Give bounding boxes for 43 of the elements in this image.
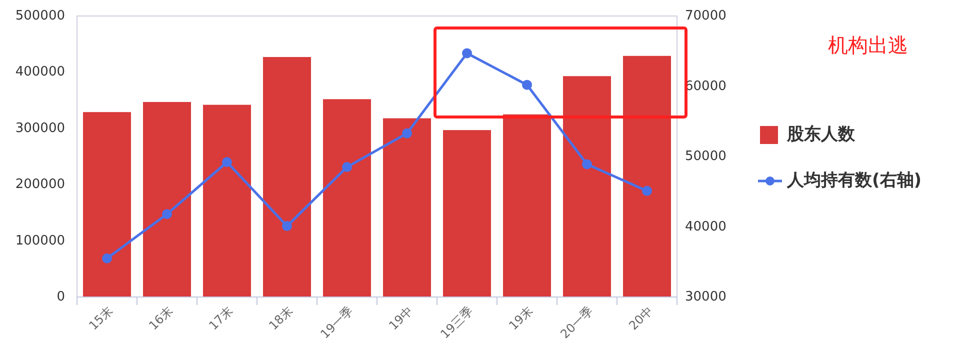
- bar: [83, 112, 131, 297]
- point: [222, 157, 232, 168]
- x-tick-label: 19三季: [438, 304, 476, 342]
- text: 机构出逃: [828, 33, 908, 57]
- y2-tick-label: 70000: [685, 8, 726, 24]
- bar: [563, 76, 611, 297]
- y-tick-label: 400000: [15, 64, 65, 80]
- x-tick-label: 18末: [266, 304, 296, 333]
- y-tick-label: 300000: [15, 120, 65, 136]
- point: [582, 159, 592, 170]
- bar: [323, 99, 371, 297]
- bar: [263, 57, 311, 297]
- point: [462, 48, 472, 58]
- bar: [143, 102, 191, 297]
- point: [342, 162, 352, 172]
- x-tick-label: 16末: [146, 304, 176, 333]
- y2-tick-label: 50000: [685, 149, 726, 164]
- x-tick-label: 19末: [506, 304, 536, 333]
- bar: [383, 118, 431, 297]
- x-tick-label: 15末: [86, 304, 116, 333]
- bar: [443, 130, 491, 297]
- point: [522, 80, 532, 90]
- bar: [503, 114, 551, 297]
- x-tick-label: 19中: [386, 304, 416, 333]
- bar: [623, 56, 671, 297]
- point: [402, 128, 412, 138]
- x-tick-label: 20中: [626, 304, 656, 333]
- legend-label: 人均持有数(右轴): [786, 170, 922, 191]
- y-tick-label: 200000: [15, 177, 65, 192]
- y2-tick-label: 30000: [685, 290, 726, 305]
- point: [162, 209, 172, 220]
- legend-label: 股东人数: [786, 124, 856, 145]
- point: [102, 253, 112, 264]
- x-tick-label: 19一季: [318, 304, 356, 342]
- point: [642, 186, 652, 196]
- y2-tick-label: 40000: [685, 219, 726, 234]
- y-tick-label: 100000: [15, 233, 65, 248]
- x-tick-label: 17末: [206, 304, 236, 333]
- y-tick-label: 500000: [15, 8, 65, 24]
- bar: [203, 104, 251, 297]
- x-tick-label: 20一季: [558, 304, 596, 342]
- y-tick-label: 0: [56, 290, 65, 305]
- point: [282, 221, 292, 232]
